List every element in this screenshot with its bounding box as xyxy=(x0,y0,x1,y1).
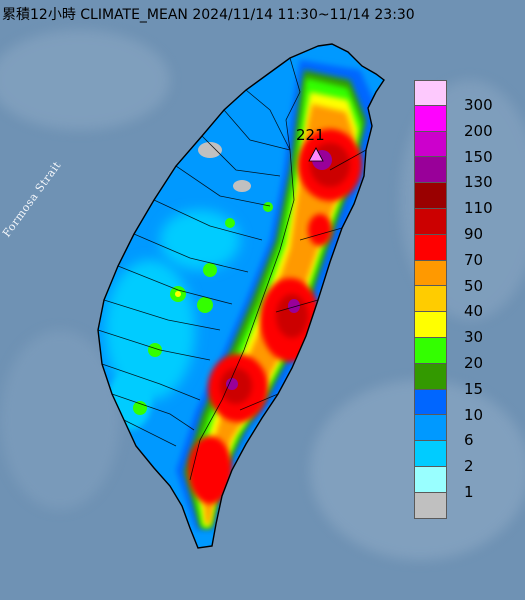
legend-swatch xyxy=(414,105,447,132)
legend-row: 6 xyxy=(414,415,510,449)
legend-label: 150 xyxy=(464,147,493,166)
county-boundaries xyxy=(97,57,367,481)
legend-label: 6 xyxy=(464,431,474,450)
legend-row: 15 xyxy=(414,363,510,398)
legend-row: 10 xyxy=(414,389,510,424)
legend-label: 50 xyxy=(464,276,484,295)
legend-row: 110 xyxy=(414,183,510,217)
legend-swatch xyxy=(414,234,447,261)
legend-row xyxy=(414,492,510,519)
legend-swatch xyxy=(414,131,447,158)
legend-row: 20 xyxy=(414,337,510,372)
legend-swatch xyxy=(414,80,447,106)
legend-swatch xyxy=(414,286,447,313)
legend-label: 15 xyxy=(464,379,484,398)
legend-swatch xyxy=(414,208,447,235)
legend-swatch xyxy=(414,183,447,209)
legend-row: 40 xyxy=(414,286,510,320)
legend-label: 20 xyxy=(464,353,484,372)
legend-label: 1 xyxy=(464,482,474,501)
legend-row: 2 xyxy=(414,441,510,475)
legend-swatch xyxy=(414,389,447,416)
legend-label: 70 xyxy=(464,250,484,269)
legend-row: 200 xyxy=(414,105,510,140)
legend-row: 150 xyxy=(414,131,510,166)
map-title: 累積12小時 CLIMATE_MEAN 2024/11/14 11:30~11/… xyxy=(2,7,415,23)
legend-swatch xyxy=(414,312,447,338)
max-rainfall-marker xyxy=(308,147,324,162)
legend-swatch xyxy=(414,363,447,390)
legend-row: 130 xyxy=(414,157,510,191)
legend-row: 30 xyxy=(414,312,510,346)
legend-label: 300 xyxy=(464,96,493,114)
legend-row: 300 xyxy=(414,80,510,114)
legend-label: 30 xyxy=(464,328,484,347)
legend-swatch xyxy=(414,466,447,493)
legend-swatch xyxy=(414,441,447,467)
legend-label: 130 xyxy=(464,173,493,192)
legend-swatch xyxy=(414,492,447,519)
legend-label: 90 xyxy=(464,224,484,243)
legend-label: 110 xyxy=(464,199,493,218)
max-rainfall-label: 221 xyxy=(296,126,325,144)
color-legend: 300 200 150 130 110 90 70 50 40 30 20 15 10 6 2 1 xyxy=(414,80,510,519)
legend-row: 1 xyxy=(414,466,510,501)
legend-row: 50 xyxy=(414,260,510,295)
legend-swatch xyxy=(414,337,447,364)
legend-swatch xyxy=(414,157,447,184)
legend-label: 200 xyxy=(464,121,493,140)
legend-label: 10 xyxy=(464,405,484,424)
legend-label: 40 xyxy=(464,302,484,321)
legend-label: 2 xyxy=(464,457,474,476)
legend-swatch xyxy=(414,260,447,287)
legend-swatch xyxy=(414,415,447,442)
legend-row: 90 xyxy=(414,208,510,243)
legend-row: 70 xyxy=(414,234,510,269)
